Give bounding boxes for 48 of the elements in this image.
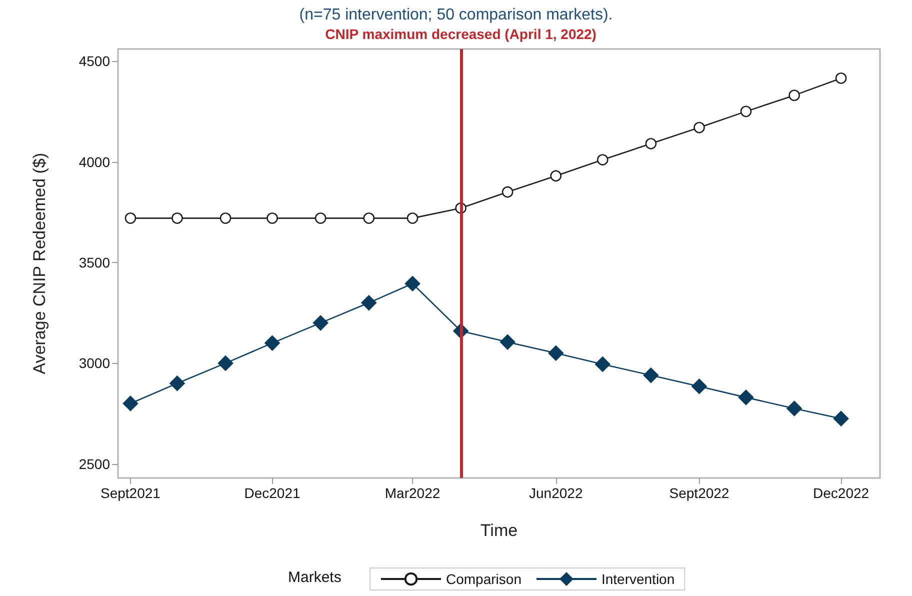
y-tick-label: 2500 — [78, 456, 110, 472]
point — [594, 356, 610, 372]
point — [124, 212, 136, 224]
point — [548, 345, 564, 361]
point — [361, 295, 377, 310]
x-tick-label: Sept2021 — [100, 485, 161, 501]
y-tick-label: 4000 — [78, 154, 110, 170]
x-tick-label: Sept2022 — [669, 485, 730, 501]
point — [172, 212, 183, 224]
legend-title: Markets — [288, 569, 342, 586]
point — [788, 90, 800, 101]
point — [363, 212, 375, 224]
ref-line-label: CNIP maximum decreased (April 1, 2022) — [325, 26, 596, 42]
point — [550, 170, 562, 182]
y-tick-label: 4500 — [78, 53, 110, 70]
x-tick-label: Dec2021 — [244, 485, 300, 501]
point — [596, 154, 608, 166]
y-tick-label: 3000 — [78, 355, 110, 372]
chart-subtitle: (n=75 intervention; 50 comparison markets). — [299, 6, 613, 24]
point — [264, 335, 280, 351]
point — [738, 390, 754, 406]
point — [314, 212, 326, 224]
point — [835, 72, 847, 84]
x-tick-label: Mar2022 — [384, 485, 440, 501]
point — [786, 400, 802, 416]
point — [740, 106, 752, 118]
y-tick-label: 3500 — [78, 254, 110, 270]
point — [404, 276, 420, 292]
point — [643, 368, 659, 383]
point — [692, 378, 707, 394]
x-tick-label: Jun2022 — [529, 485, 583, 501]
point — [266, 212, 278, 224]
legend-label: Intervention — [601, 571, 675, 587]
point — [170, 376, 185, 391]
point — [694, 122, 705, 134]
point — [500, 334, 516, 350]
point — [312, 315, 328, 331]
point — [833, 410, 849, 426]
point — [122, 396, 138, 412]
x-axis-title: Time — [480, 521, 518, 540]
x-tick-label: Dec2022 — [813, 485, 870, 501]
point — [502, 186, 514, 198]
point — [406, 212, 418, 224]
point — [218, 356, 234, 371]
point — [220, 212, 232, 224]
y-axis-title: Average CNIP Redeemed ($) — [30, 152, 49, 374]
point — [645, 138, 657, 150]
legend-label: Comparison — [446, 571, 522, 587]
